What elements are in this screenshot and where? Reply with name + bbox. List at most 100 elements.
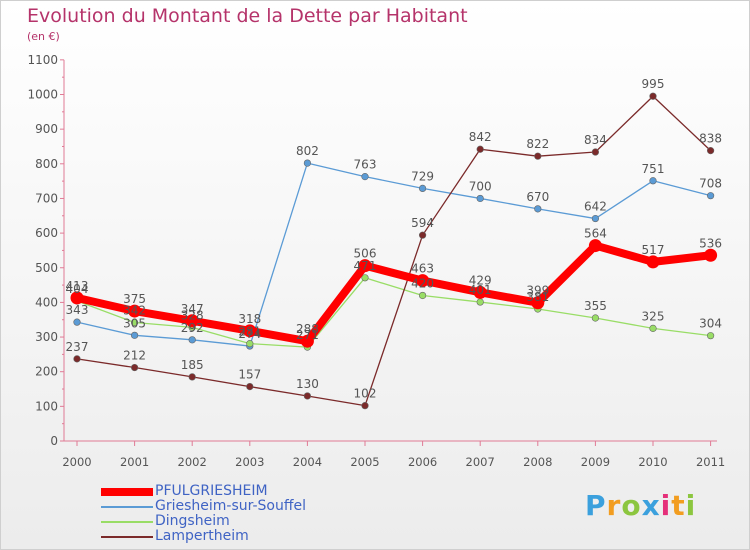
data-label: 822	[526, 137, 549, 151]
y-tick-label: 900	[35, 122, 58, 136]
data-point	[131, 363, 139, 372]
data-point	[476, 145, 484, 153]
y-tick-label: 200	[35, 365, 58, 379]
data-label: 157	[238, 368, 261, 382]
data-point	[591, 314, 600, 322]
data-point	[704, 248, 718, 262]
data-label: 429	[469, 273, 492, 287]
data-point	[419, 231, 427, 239]
logo-letter: i	[685, 489, 697, 522]
x-tick-label: 2000	[62, 455, 91, 469]
data-label: 381	[526, 290, 549, 304]
data-point	[70, 291, 84, 305]
data-label: 729	[411, 169, 434, 183]
data-point	[361, 274, 369, 282]
data-point	[649, 92, 657, 100]
data-label: 506	[354, 247, 377, 261]
data-point	[419, 291, 427, 300]
y-tick-label: 400	[35, 295, 58, 309]
data-point	[706, 192, 715, 200]
data-label: 185	[181, 358, 204, 372]
data-point	[476, 194, 484, 203]
data-label: 700	[469, 179, 492, 193]
data-label: 343	[66, 303, 89, 317]
data-label: 536	[699, 236, 722, 250]
data-point	[303, 159, 312, 167]
data-label: 842	[469, 130, 492, 144]
data-label: 404	[66, 282, 89, 296]
data-label: 347	[181, 302, 204, 316]
chart-title: Evolution du Montant de la Dette par Hab…	[27, 5, 468, 27]
data-label: 288	[296, 322, 319, 336]
legend-label: Griesheim-sur-Souffel	[155, 498, 307, 514]
data-point	[534, 205, 542, 213]
y-tick-label: 0	[50, 434, 58, 448]
data-label: 401	[469, 283, 492, 297]
data-label: 670	[526, 190, 549, 204]
legend-swatch	[101, 488, 153, 496]
data-point	[588, 239, 602, 253]
data-label: 834	[584, 133, 607, 147]
data-label: 802	[296, 144, 319, 158]
logo-letter: r	[606, 489, 622, 522]
y-tick-label: 600	[35, 226, 58, 240]
y-tick-label: 1000	[27, 88, 58, 102]
data-point	[591, 148, 600, 156]
data-label: 102	[354, 387, 377, 401]
data-label: 471	[354, 259, 377, 273]
data-label: 318	[238, 312, 261, 326]
data-label: 517	[642, 243, 665, 257]
data-point	[188, 336, 196, 344]
data-label: 355	[584, 299, 607, 313]
x-tick-label: 2011	[696, 455, 725, 469]
x-tick-label: 2004	[293, 455, 322, 469]
legend-swatch	[101, 521, 153, 523]
data-point	[128, 304, 142, 318]
data-point	[419, 184, 427, 193]
y-tick-label: 1100	[27, 53, 58, 67]
y-tick-label: 800	[35, 157, 58, 171]
logo-letter: i	[660, 489, 672, 522]
data-point	[246, 382, 254, 391]
data-point	[416, 274, 430, 288]
data-label: 281	[238, 325, 261, 339]
data-label: 271	[296, 328, 319, 342]
data-point	[649, 324, 657, 332]
data-point	[131, 331, 139, 339]
data-point	[131, 318, 139, 327]
data-point	[591, 214, 600, 223]
data-point	[303, 392, 312, 400]
y-tick-label: 100	[35, 399, 58, 413]
data-label: 305	[123, 316, 146, 330]
logo-letter: t	[671, 489, 686, 522]
logo-letter: x	[641, 489, 661, 522]
chart-unit: (en €)	[27, 30, 60, 43]
data-point	[706, 147, 715, 155]
data-point	[188, 373, 196, 381]
legend-label: Dingsheim	[155, 513, 230, 529]
y-tick-label: 300	[35, 330, 58, 344]
data-point	[473, 285, 487, 299]
logo-letter: P	[585, 489, 607, 522]
data-point	[476, 298, 484, 306]
data-label: 995	[642, 77, 665, 91]
data-point	[243, 324, 257, 338]
data-label: 399	[526, 284, 549, 298]
data-point	[534, 152, 542, 160]
data-label: 274	[238, 327, 261, 341]
data-point	[531, 296, 545, 310]
data-label: 237	[66, 340, 89, 354]
data-label: 564	[584, 227, 607, 241]
data-point	[361, 173, 369, 181]
series-line-3	[76, 277, 712, 348]
data-point	[300, 334, 314, 348]
x-tick-label: 2001	[120, 455, 149, 469]
legend-label: PFULGRIESHEIM	[155, 483, 268, 499]
x-tick-label: 2010	[638, 455, 667, 469]
data-label: 594	[411, 216, 434, 230]
series-line-2	[76, 162, 712, 347]
x-tick-label: 2007	[466, 455, 495, 469]
data-label: 838	[699, 132, 722, 146]
